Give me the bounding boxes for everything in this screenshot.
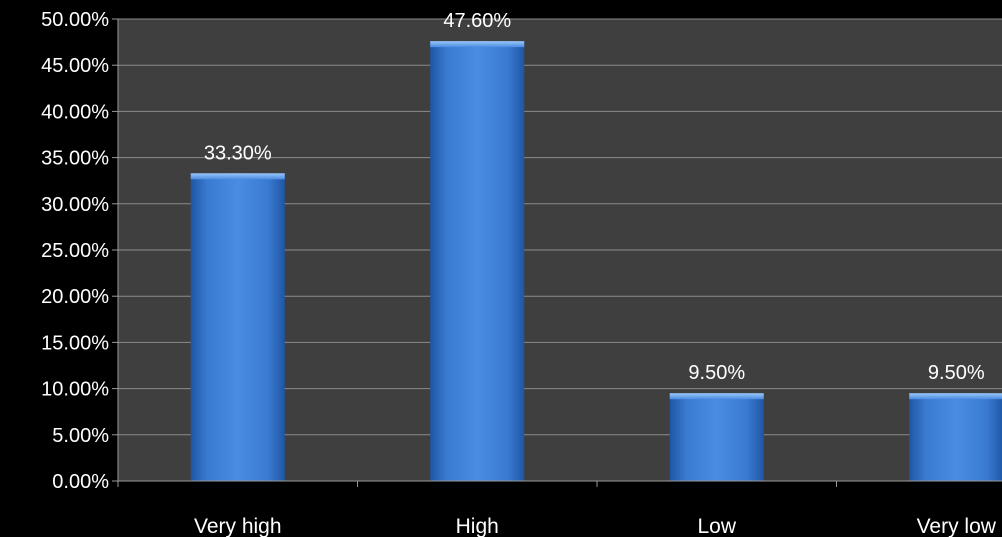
x-category-label: Very low [917,515,997,537]
x-category-label: Very high [194,515,282,537]
x-category-label: High [456,515,499,537]
x-category-label: Low [697,515,736,537]
data-label: 9.50% [688,362,745,384]
bar [190,173,285,482]
y-tick-label: 45.00% [41,55,109,77]
y-axis: 0.00% 5.00% 10.00% 15.00% 20.00% 25.00% 30.00%… [41,9,119,493]
bar-cap [909,393,1002,400]
y-tick-label: 0.00% [52,471,109,493]
y-tick-label: 40.00% [41,101,109,123]
bar [430,41,525,482]
bar-cap [669,393,764,400]
y-tick-label: 30.00% [41,194,109,216]
bar-cap [430,41,525,48]
data-label: 9.50% [928,362,985,384]
y-tick-label: 50.00% [41,9,109,31]
y-tick-label: 20.00% [41,286,109,308]
y-tick-label: 15.00% [41,332,109,354]
x-axis: Very high High Low Very low [117,480,1002,537]
data-label: 33.30% [204,142,272,164]
bars: 33.30% 47.60% 9.50% 9.50% [190,10,1002,482]
bar [669,393,764,481]
y-tick-label: 35.00% [41,148,109,170]
y-tick-label: 25.00% [41,240,109,262]
bar-cap [190,173,285,180]
y-tick-label: 10.00% [41,379,109,401]
y-tick-label: 5.00% [52,425,109,447]
bar [909,393,1002,481]
data-label: 47.60% [443,10,511,32]
